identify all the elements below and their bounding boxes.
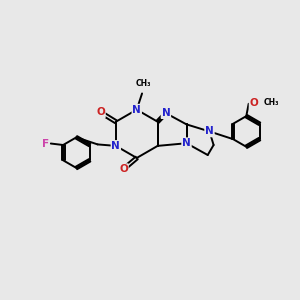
Text: F: F — [42, 139, 49, 148]
Text: N: N — [112, 141, 120, 151]
Text: CH₃: CH₃ — [263, 98, 279, 106]
Text: O: O — [119, 164, 128, 174]
Text: O: O — [250, 98, 258, 108]
Text: N: N — [182, 138, 191, 148]
Text: CH₃: CH₃ — [136, 79, 151, 88]
Text: N: N — [132, 105, 141, 115]
Text: O: O — [96, 107, 105, 117]
Text: N: N — [205, 126, 214, 136]
Text: N: N — [161, 108, 170, 118]
